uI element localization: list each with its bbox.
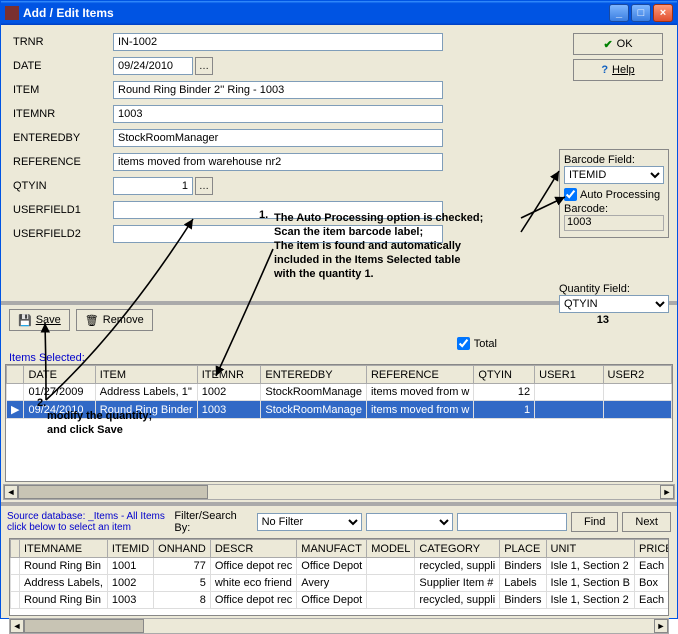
enteredby-input[interactable] xyxy=(113,129,443,147)
source-col-header[interactable]: CATEGORY xyxy=(415,540,500,558)
date-label: DATE xyxy=(13,60,113,72)
item-input[interactable] xyxy=(113,81,443,99)
source-hscroll[interactable]: ◄ ► xyxy=(9,618,669,634)
items-col-header[interactable]: REFERENCE xyxy=(366,366,473,384)
qtyin-input[interactable] xyxy=(113,177,193,195)
trnr-label: TRNR xyxy=(13,36,113,48)
source-db-label: Source database: _Items - All Items clic… xyxy=(7,511,170,533)
total-value: 13 xyxy=(597,314,609,326)
barcode-field-label: Barcode Field: xyxy=(564,154,664,166)
total-checkbox[interactable] xyxy=(457,337,470,350)
qtyin-picker-button[interactable]: … xyxy=(195,177,213,195)
check-icon: ✔ xyxy=(603,38,612,51)
filter-text-input[interactable] xyxy=(457,513,567,531)
items-col-header[interactable]: ENTEREDBY xyxy=(261,366,367,384)
table-row[interactable]: 01/27/2009Address Labels, 1''1002StockRo… xyxy=(7,384,672,401)
items-hscroll[interactable]: ◄ ► xyxy=(3,484,675,500)
item-label: ITEM xyxy=(13,84,113,96)
itemnr-label: ITEMNR xyxy=(13,108,113,120)
window-root: Add / Edit Items _ □ × ✔ OK ? Help Barcode… xyxy=(0,0,678,619)
save-icon: 💾 xyxy=(18,314,32,327)
barcode-value: 1003 xyxy=(564,215,664,231)
ok-button[interactable]: ✔ OK xyxy=(573,33,663,55)
remove-label: Remove xyxy=(103,314,144,326)
help-button[interactable]: ? Help xyxy=(573,59,663,81)
filter-field-select[interactable] xyxy=(366,513,453,531)
table-row[interactable]: Round Ring Bin10038Office depot recOffic… xyxy=(11,592,670,609)
source-col-header[interactable]: MODEL xyxy=(367,540,415,558)
items-col-header[interactable]: ITEM xyxy=(95,366,197,384)
items-col-header[interactable]: USER1 xyxy=(535,366,603,384)
quantity-field-label: Quantity Field: xyxy=(559,283,669,295)
scroll-right-icon[interactable]: ► xyxy=(654,619,668,633)
window-title: Add / Edit Items xyxy=(23,6,609,20)
userfield1-input[interactable] xyxy=(113,201,443,219)
ok-label: OK xyxy=(617,38,633,50)
reference-input[interactable] xyxy=(113,153,443,171)
quantity-field-panel: Quantity Field: QTYIN xyxy=(559,283,669,313)
items-selected-table: DATEITEMITEMNRENTEREDBYREFERENCEQTYINUSE… xyxy=(5,364,673,482)
barcode-field-select[interactable]: ITEMID xyxy=(564,166,664,184)
filter-select[interactable]: No Filter xyxy=(257,513,363,531)
scroll-thumb[interactable] xyxy=(24,619,144,633)
source-col-header[interactable]: ONHAND xyxy=(154,540,211,558)
next-button[interactable]: Next xyxy=(622,512,671,532)
source-col-header[interactable]: ITEMID xyxy=(107,540,153,558)
enteredby-label: ENTEREDBY xyxy=(13,132,113,144)
remove-button[interactable]: 🗑 Remove xyxy=(76,309,153,331)
items-col-header[interactable]: ITEMNR xyxy=(197,366,261,384)
scroll-left-icon[interactable]: ◄ xyxy=(4,485,18,499)
table-row[interactable]: Round Ring Bin100177Office depot recOffi… xyxy=(11,558,670,575)
total-label: Total xyxy=(474,338,497,350)
quantity-field-select[interactable]: QTYIN xyxy=(559,295,669,313)
barcode-label: Barcode: xyxy=(564,203,664,215)
source-col-header[interactable]: PLACE xyxy=(500,540,546,558)
minimize-button[interactable]: _ xyxy=(609,4,629,22)
source-col-header[interactable]: PRICE xyxy=(635,540,670,558)
close-button[interactable]: × xyxy=(653,4,673,22)
trnr-input[interactable] xyxy=(113,33,443,51)
app-icon xyxy=(5,6,19,20)
filter-label: Filter/Search By: xyxy=(174,510,252,534)
save-button[interactable]: 💾 Save xyxy=(9,309,70,331)
source-col-header[interactable]: MANUFACT xyxy=(297,540,367,558)
date-picker-button[interactable]: … xyxy=(195,57,213,75)
maximize-button[interactable]: □ xyxy=(631,4,651,22)
items-col-header[interactable]: USER2 xyxy=(603,366,671,384)
date-input[interactable] xyxy=(113,57,193,75)
source-col-header[interactable]: DESCR xyxy=(210,540,296,558)
source-table: ITEMNAMEITEMIDONHANDDESCRMANUFACTMODELCA… xyxy=(9,538,669,616)
trash-icon: 🗑 xyxy=(85,314,99,327)
scroll-left-icon[interactable]: ◄ xyxy=(10,619,24,633)
source-area: Source database: _Items - All Items clic… xyxy=(1,502,677,634)
titlebar: Add / Edit Items _ □ × xyxy=(1,1,677,25)
barcode-panel: Barcode Field: ITEMID Auto Processing Ba… xyxy=(559,149,669,238)
userfield1-label: USERFIELD1 xyxy=(13,204,113,216)
items-col-header[interactable]: QTYIN xyxy=(474,366,535,384)
form-area: ✔ OK ? Help Barcode Field: ITEMID Auto Pro… xyxy=(1,25,677,301)
scroll-right-icon[interactable]: ► xyxy=(660,485,674,499)
userfield2-input[interactable] xyxy=(113,225,443,243)
userfield2-label: USERFIELD2 xyxy=(13,228,113,240)
itemnr-input[interactable] xyxy=(113,105,443,123)
table-row[interactable]: Address Labels,10025white eco friendAver… xyxy=(11,575,670,592)
auto-processing-input[interactable] xyxy=(564,188,577,201)
items-col-header[interactable]: DATE xyxy=(24,366,95,384)
find-button[interactable]: Find xyxy=(571,512,618,532)
source-col-header[interactable]: ITEMNAME xyxy=(20,540,108,558)
help-label: Help xyxy=(612,64,635,76)
table-row[interactable]: ▶09/24/2010Round Ring Binder1003StockRoo… xyxy=(7,401,672,419)
auto-processing-checkbox[interactable]: Auto Processing xyxy=(564,188,664,201)
qtyin-label: QTYIN xyxy=(13,180,113,192)
items-selected-label: Items Selected: xyxy=(1,350,677,364)
save-label: Save xyxy=(36,314,61,326)
reference-label: REFERENCE xyxy=(13,156,113,168)
help-icon: ? xyxy=(601,64,608,76)
source-col-header[interactable]: UNIT xyxy=(546,540,635,558)
scroll-thumb[interactable] xyxy=(18,485,208,499)
auto-processing-label: Auto Processing xyxy=(580,189,660,201)
